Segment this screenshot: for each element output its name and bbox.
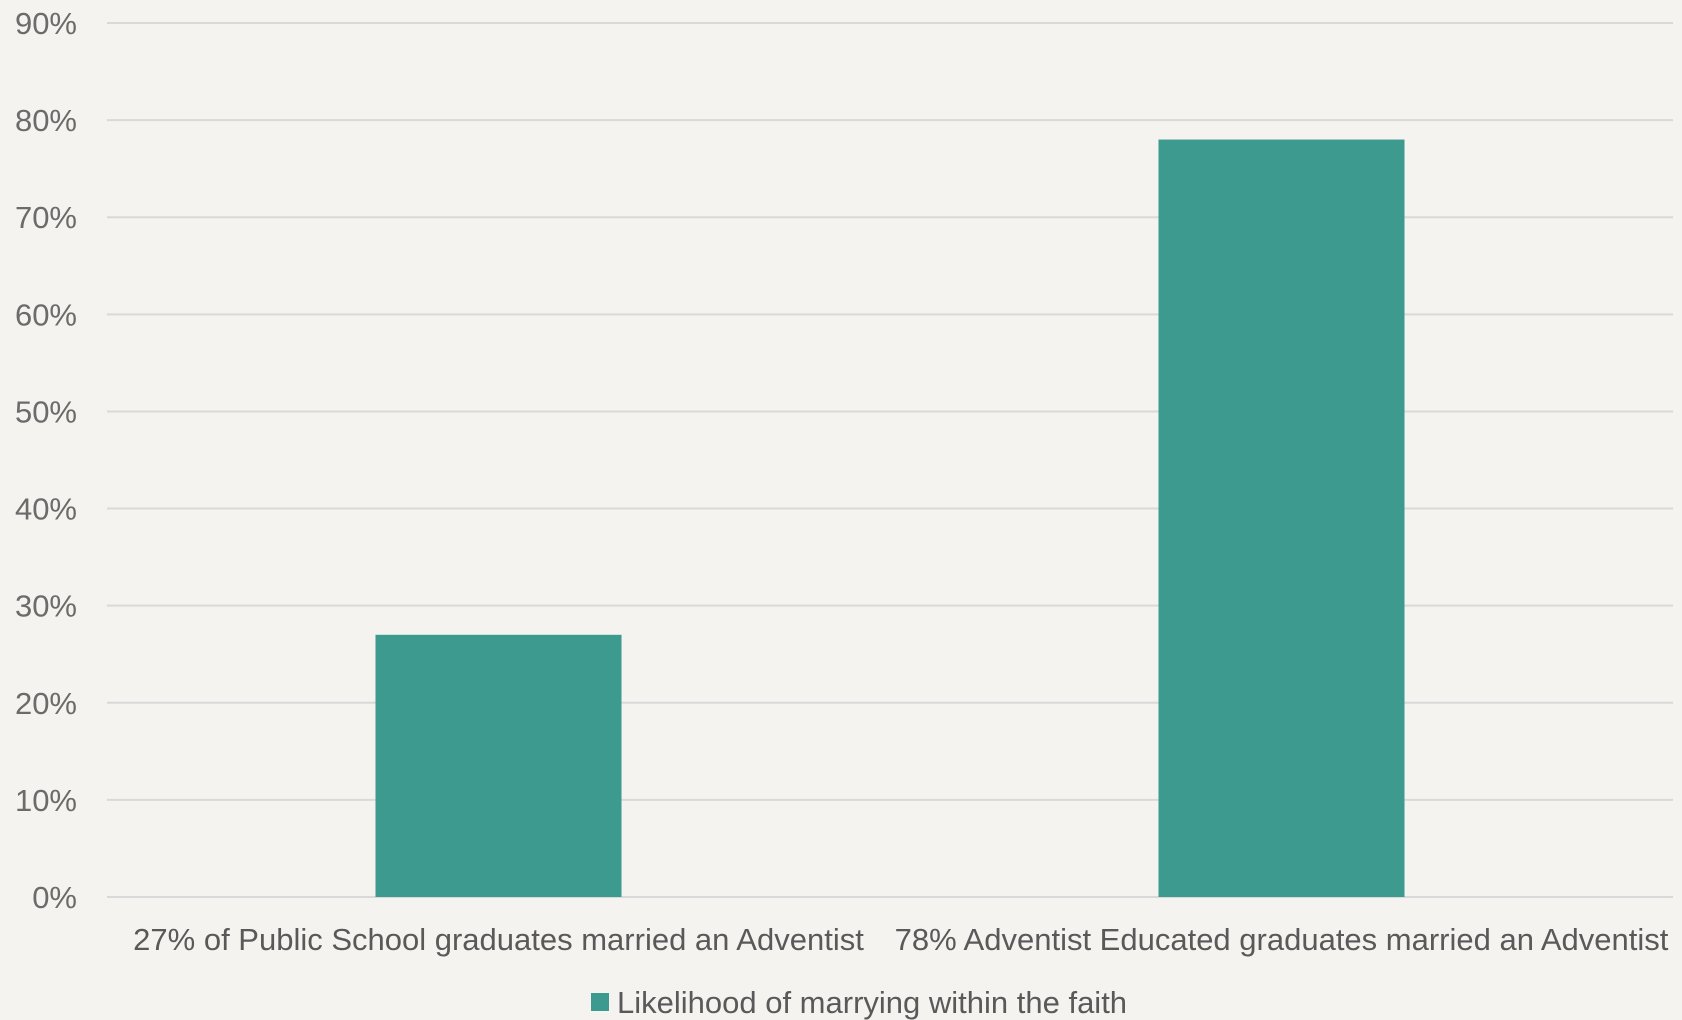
- y-tick-label: 80%: [15, 103, 77, 138]
- y-tick-label: 60%: [15, 297, 77, 332]
- bars: [375, 139, 1405, 898]
- y-tick-label: 20%: [15, 686, 77, 721]
- y-tick-label: 10%: [15, 783, 77, 818]
- legend-swatch: [591, 993, 609, 1011]
- bar: [1158, 139, 1405, 898]
- y-tick-label: 0%: [32, 880, 77, 915]
- y-tick-label: 90%: [15, 6, 77, 41]
- x-axis-category-labels: 27% of Public School graduates married a…: [133, 922, 1669, 957]
- x-category-label: 27% of Public School graduates married a…: [133, 922, 864, 957]
- x-category-label: 78% Adventist Educated graduates married…: [895, 922, 1669, 957]
- y-tick-label: 50%: [15, 394, 77, 429]
- y-tick-label: 40%: [15, 492, 77, 527]
- legend-label: Likelihood of marrying within the faith: [617, 985, 1127, 1020]
- gridlines: [107, 22, 1673, 898]
- y-tick-label: 30%: [15, 589, 77, 624]
- legend: Likelihood of marrying within the faith: [591, 985, 1127, 1020]
- y-axis-tick-labels: 0% 10% 20% 30% 40% 50% 60% 70% 80% 90%: [15, 6, 77, 915]
- bar: [375, 634, 622, 897]
- y-tick-label: 70%: [15, 200, 77, 235]
